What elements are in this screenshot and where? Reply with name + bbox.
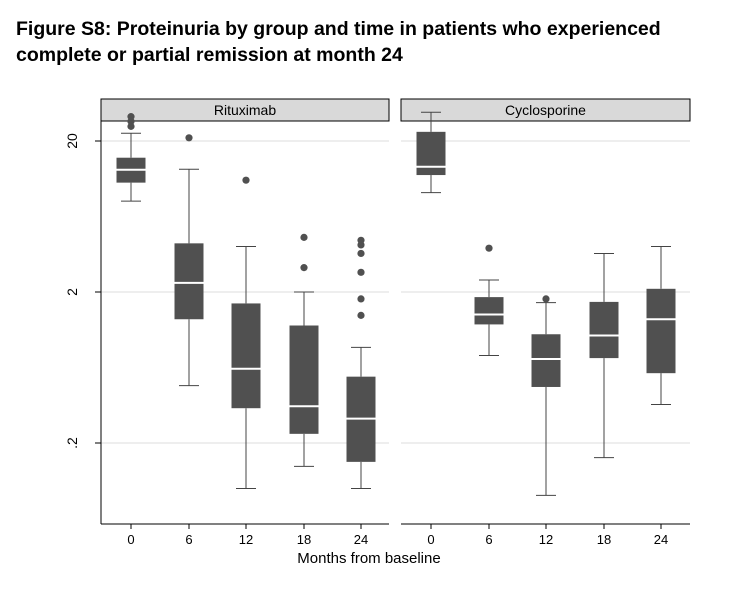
x-tick-label: 18 [297,532,311,547]
y-tick-label: 20 [64,133,80,149]
panel-strip [100,98,390,122]
box [174,243,204,320]
panel-title: Cyclosporine [505,102,586,118]
box [416,131,446,176]
box [646,288,676,374]
outlier-point [300,233,308,241]
x-tick-label: 24 [354,532,368,547]
outlier-point [127,122,135,130]
outlier-point [357,236,365,244]
x-tick-label: 12 [239,532,253,547]
box [531,334,561,387]
box [289,325,319,434]
panel-title: Rituximab [214,102,276,118]
x-tick-label: 24 [654,532,668,547]
outlier-point [357,268,365,276]
figure-title-line-2: complete or partial remission at month 2… [16,44,403,66]
outlier-point [185,134,193,142]
y-tick-label: 2 [64,288,80,296]
figure-title: Figure S8: Proteinuria by group and time… [16,16,716,68]
outlier-point [357,249,365,258]
panel-strip [400,98,691,122]
x-tick-label: 0 [127,532,134,547]
x-tick-label: 18 [597,532,611,547]
figure-title-line-1: Figure S8: Proteinuria by group and time… [16,18,661,40]
x-tick-label: 6 [485,532,492,547]
x-tick-label: 6 [185,532,192,547]
outlier-point [357,311,365,319]
box [474,297,504,325]
y-tick-label: .2 [64,437,80,449]
x-axis-label: Months from baseline [297,550,440,567]
x-tick-label: 12 [539,532,553,547]
outlier-point [542,295,550,303]
outlier-point [127,113,135,121]
outlier-point [242,176,250,184]
box [589,301,619,359]
outlier-point [485,244,493,252]
outlier-point [357,295,365,303]
box [231,303,261,409]
outlier-point [300,264,308,272]
x-tick-label: 0 [427,532,434,547]
